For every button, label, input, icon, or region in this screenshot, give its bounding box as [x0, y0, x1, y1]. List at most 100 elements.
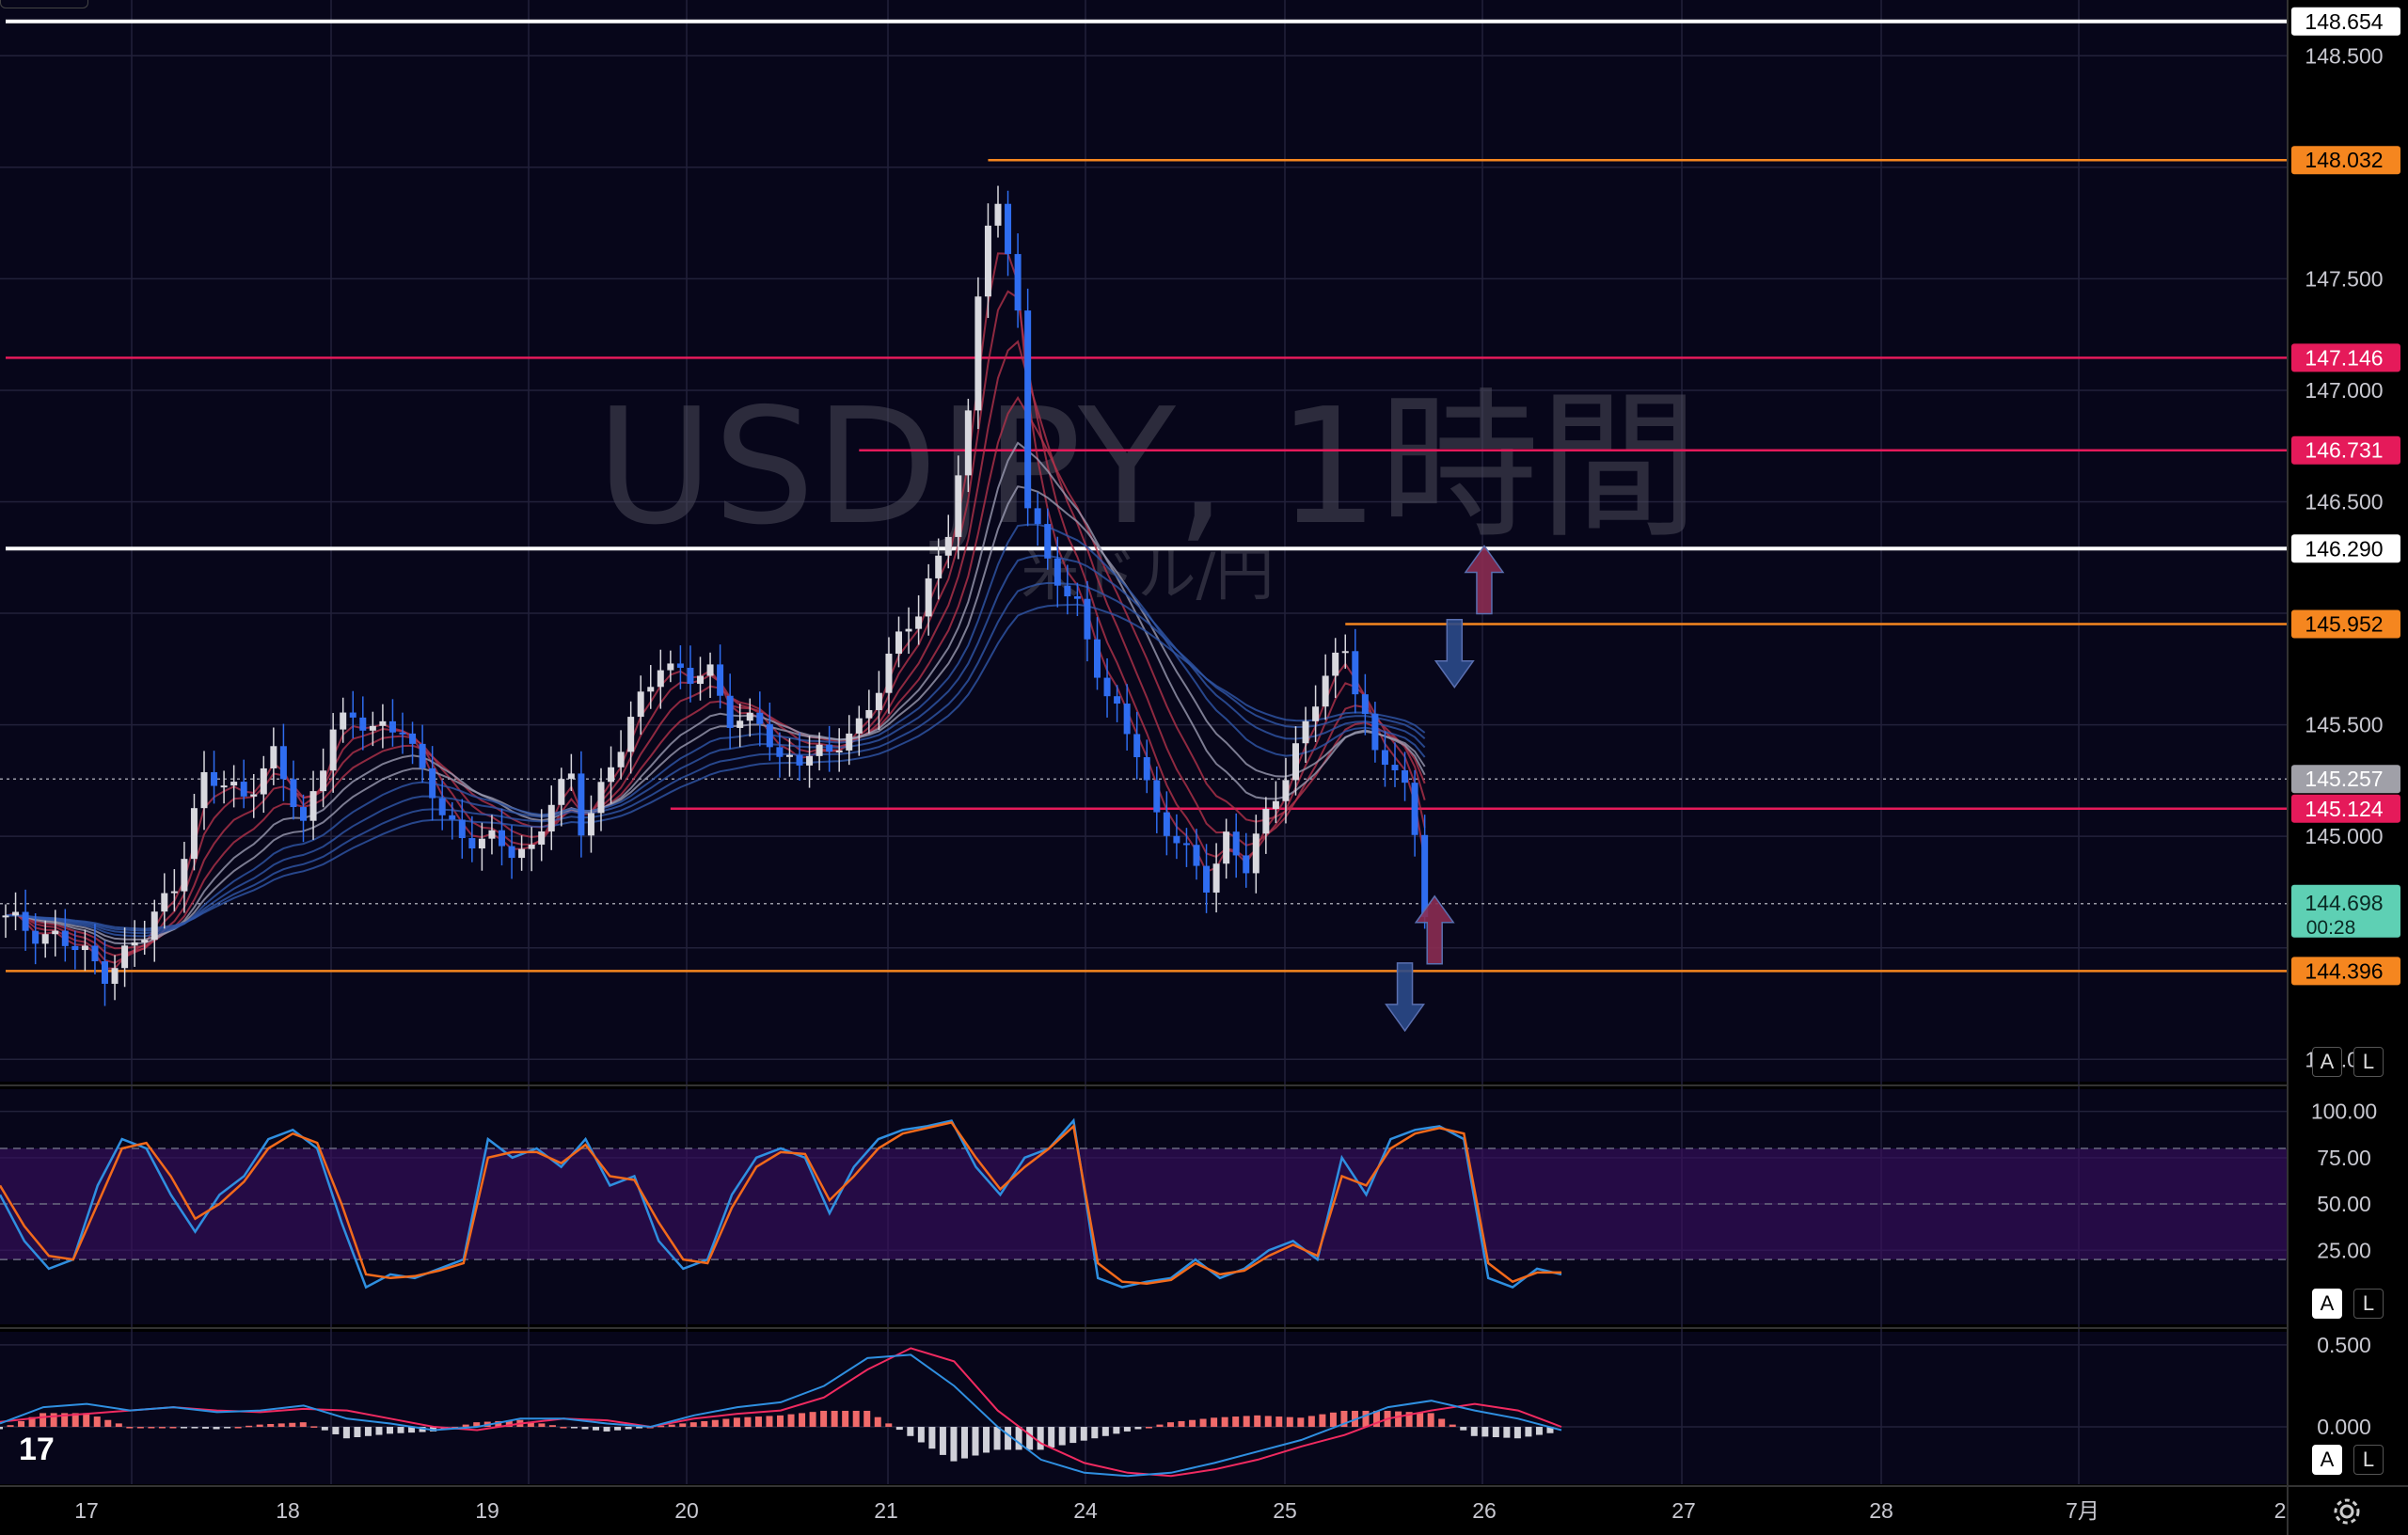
log-scale-button-main[interactable]: L [2353, 1047, 2384, 1077]
auto-scale-button-macd[interactable]: A [2312, 1445, 2342, 1475]
macd-histogram-bar [50, 1413, 57, 1428]
candle-body [1282, 780, 1290, 801]
macd-histogram-bar [169, 1427, 177, 1429]
candle-body [52, 930, 59, 935]
candle-body [717, 664, 724, 696]
log-scale-button-macd[interactable]: L [2353, 1445, 2384, 1475]
time-tick-label: 17 [74, 1498, 99, 1523]
level-price-tag [2291, 7, 2400, 36]
macd-histogram-bar [1080, 1427, 1087, 1441]
macd-histogram-bar [40, 1413, 47, 1428]
candle-body [1094, 639, 1101, 678]
macd-histogram-bar [983, 1427, 990, 1453]
down-arrow-icon [1385, 962, 1426, 1033]
macd-histogram-bar [148, 1427, 155, 1429]
macd-histogram-bar [1101, 1427, 1109, 1436]
price-tick-label: 148.500 [2305, 43, 2383, 68]
candle-body [547, 804, 555, 831]
candle-body [706, 664, 714, 676]
candle-body [458, 819, 466, 839]
stoch-tick-label: 25.00 [2317, 1238, 2371, 1262]
macd-histogram-bar [799, 1413, 806, 1428]
candle-body [211, 771, 218, 786]
candle-body [260, 768, 267, 795]
macd-histogram-bar [267, 1423, 275, 1428]
candle-body [776, 747, 784, 757]
macd-histogram-bar [689, 1422, 697, 1428]
candle-body [915, 616, 923, 629]
candle-body [944, 536, 952, 556]
time-tick-label: 20 [674, 1498, 699, 1523]
log-scale-button-stoch[interactable]: L [2353, 1289, 2384, 1319]
macd-histogram-bar [831, 1410, 838, 1428]
macd-histogram-bar [1460, 1427, 1467, 1431]
candle-body [1073, 596, 1081, 599]
candle-body [438, 798, 446, 815]
macd-histogram-bar [1189, 1419, 1196, 1428]
level-price-label: 145.124 [2305, 797, 2383, 821]
candle-body [508, 846, 515, 859]
top-tab[interactable] [0, 0, 88, 8]
candle-body [359, 717, 367, 731]
macd-histogram-bar [1449, 1424, 1456, 1428]
macd-histogram-bar [657, 1425, 665, 1428]
macd-histogram-bar [364, 1427, 372, 1436]
macd-histogram-bar [1156, 1424, 1164, 1428]
macd-histogram-bar [7, 1425, 14, 1428]
time-tick-label: 19 [475, 1498, 499, 1523]
macd-histogram-bar [1275, 1416, 1283, 1428]
macd-histogram-bar [538, 1423, 546, 1428]
macd-histogram-bar [83, 1413, 90, 1428]
settings-gear-icon[interactable] [2331, 1495, 2363, 1527]
candle-body [955, 475, 962, 537]
candle-body [1252, 833, 1259, 874]
auto-scale-button-main[interactable]: A [2312, 1047, 2342, 1077]
macd-histogram-bar [1546, 1427, 1554, 1433]
up-arrow-icon [1464, 545, 1505, 615]
candle-body [627, 717, 635, 752]
macd-histogram-bar [636, 1427, 643, 1429]
candle-body [806, 755, 814, 766]
main-pane[interactable] [0, 0, 2288, 1082]
macd-histogram-bar [1373, 1410, 1381, 1428]
candle-body [279, 746, 287, 780]
macd-histogram-bar [1525, 1427, 1532, 1437]
candle-body [994, 203, 1002, 226]
candle-body [875, 692, 882, 710]
candle-body [1014, 254, 1022, 311]
candle-body [608, 767, 615, 783]
macd-histogram-bar [581, 1427, 589, 1430]
macd-histogram-bar [1199, 1418, 1207, 1428]
macd-pane[interactable] [0, 1332, 2288, 1484]
candle-body [1024, 310, 1032, 509]
auto-scale-button-stoch[interactable]: A [2312, 1289, 2342, 1319]
candle-body [1153, 780, 1161, 813]
macd-histogram-bar [299, 1422, 307, 1428]
candle-body [676, 663, 684, 668]
candle-body [1054, 558, 1061, 586]
candle-body [379, 720, 387, 726]
candle-body [855, 718, 863, 734]
candle-body [785, 754, 793, 757]
macd-histogram-bar [733, 1417, 740, 1428]
macd-histogram-bar [1134, 1427, 1142, 1430]
macd-histogram-bar [668, 1424, 675, 1428]
candle-body [518, 848, 526, 859]
tradingview-logo[interactable]: 17 [19, 1432, 55, 1467]
macd-histogram-bar [1232, 1416, 1240, 1428]
macd-histogram-bar [1069, 1427, 1077, 1444]
level-price-tag [2291, 343, 2400, 372]
candle-body [885, 653, 893, 693]
candle-body [1262, 809, 1270, 834]
candle-body [1173, 835, 1180, 844]
candle-body [964, 410, 972, 476]
macd-histogram-bar [28, 1416, 36, 1428]
candle-body [1114, 696, 1121, 704]
macd-histogram-bar [277, 1423, 285, 1428]
candle-body [657, 670, 664, 688]
macd-histogram-bar [972, 1427, 979, 1456]
ema-line [5, 395, 1426, 950]
candle-body [1034, 508, 1041, 525]
macd-histogram-bar [332, 1427, 340, 1434]
